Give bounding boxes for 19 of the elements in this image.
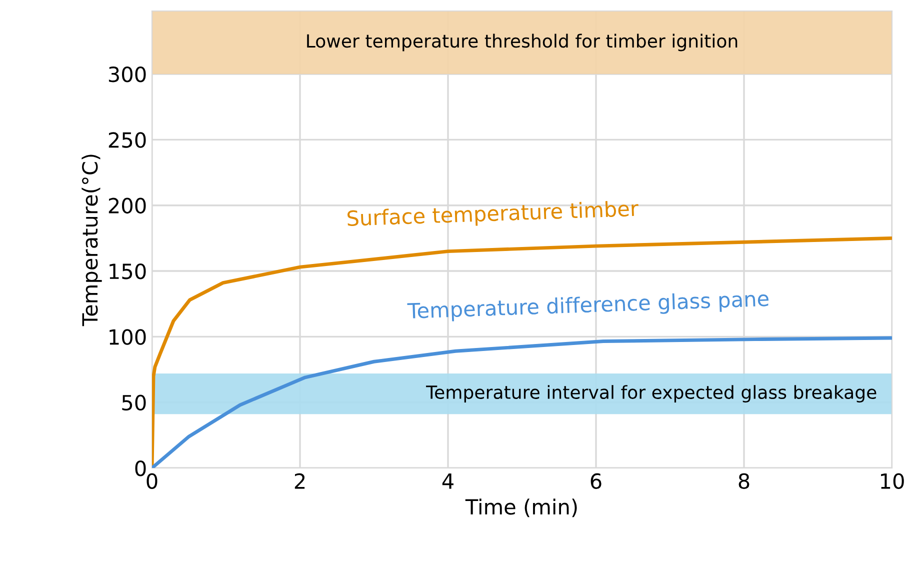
- x-tick-label: 0: [146, 473, 158, 489]
- y-tick-label: 250: [108, 132, 146, 148]
- y-tick-label: 100: [110, 329, 146, 345]
- y-tick-label: 0: [135, 460, 146, 476]
- y-tick-label: 200: [108, 198, 146, 214]
- band-label: Lower temperature threshold for timber ignition: [307, 34, 738, 52]
- series-label: Temperature difference glass pane: [407, 290, 769, 323]
- y-axis-title: Temperature(°C): [82, 154, 102, 326]
- series-label: Surface temperature timber: [347, 200, 639, 230]
- band-label: Temperature interval for expected glass breakage: [426, 385, 876, 403]
- x-tick-label: 10: [881, 473, 904, 489]
- x-tick-label: 2: [294, 473, 305, 489]
- x-tick-label: 6: [590, 473, 602, 489]
- x-axis-title: Time (min): [465, 498, 577, 518]
- y-tick-label: 150: [110, 263, 146, 280]
- x-tick-label: 8: [738, 473, 750, 489]
- y-tick-label: 300: [108, 66, 146, 82]
- y-tick-label: 50: [122, 394, 146, 411]
- x-tick-label: 4: [442, 474, 454, 489]
